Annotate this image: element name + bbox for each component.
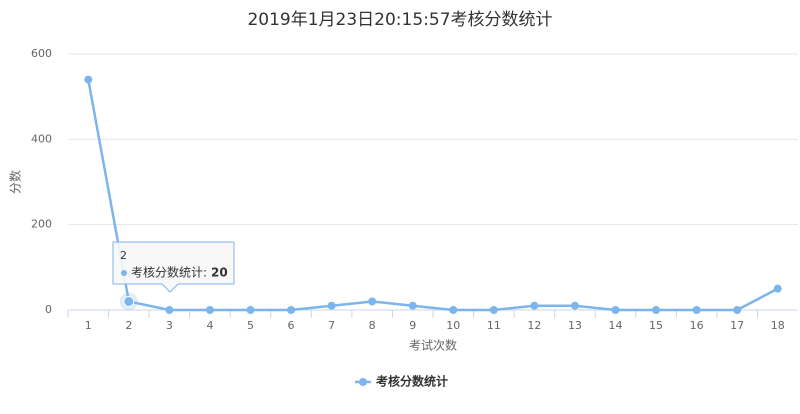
x-tick-label: 16 xyxy=(690,319,704,332)
data-point xyxy=(408,301,417,310)
x-tick-label: 9 xyxy=(409,319,416,332)
tooltip-box xyxy=(112,241,235,293)
x-tick-label: 12 xyxy=(527,319,541,332)
y-tick-label: 200 xyxy=(31,218,52,231)
data-point xyxy=(530,301,539,310)
x-tick-label: 11 xyxy=(487,319,501,332)
data-point xyxy=(287,306,296,314)
tooltip-value: 20 xyxy=(211,266,228,280)
data-point xyxy=(570,301,579,310)
legend-symbol xyxy=(359,378,367,386)
data-point xyxy=(368,297,377,306)
x-tick-label: 8 xyxy=(369,319,376,332)
data-point xyxy=(733,306,742,314)
x-tick-label: 2 xyxy=(125,319,132,332)
hover-point xyxy=(123,295,135,307)
tooltip-symbol xyxy=(121,270,127,276)
x-tick-label: 1 xyxy=(85,319,92,332)
x-tick-label: 3 xyxy=(166,319,173,332)
data-point xyxy=(327,301,336,310)
x-axis-label: 考试次数 xyxy=(409,338,457,353)
data-point xyxy=(652,306,661,314)
tooltip: 2 考核分数统计: 20 xyxy=(112,241,235,293)
y-axis-label: 分数 xyxy=(8,170,23,194)
x-tick-label: 18 xyxy=(771,319,785,332)
data-point xyxy=(773,284,782,293)
x-tick-label: 15 xyxy=(649,319,663,332)
data-point xyxy=(611,306,620,314)
x-tick-label: 4 xyxy=(206,319,213,332)
data-point xyxy=(246,306,255,314)
x-tick-label: 5 xyxy=(247,319,254,332)
x-tick-label: 6 xyxy=(288,319,295,332)
chart-title: 2019年1月23日20:15:57考核分数统计 xyxy=(247,10,552,30)
series-line xyxy=(87,79,779,312)
data-point xyxy=(84,75,93,84)
legend-label: 考核分数统计 xyxy=(376,374,448,389)
data-point xyxy=(165,306,174,314)
legend: 考核分数统计 xyxy=(355,374,448,389)
y-tick-label: 0 xyxy=(45,303,52,316)
data-point xyxy=(489,306,498,314)
x-tick-label: 17 xyxy=(730,319,744,332)
data-point xyxy=(692,306,701,314)
data-point xyxy=(205,306,214,314)
x-tick-label: 7 xyxy=(328,319,335,332)
tooltip-label: 考核分数统计: xyxy=(131,265,207,280)
x-tick-label: 14 xyxy=(609,319,623,332)
y-tick-label: 600 xyxy=(31,47,52,60)
data-point xyxy=(449,306,458,314)
x-tick-label: 10 xyxy=(446,319,460,332)
tooltip-title: 2 xyxy=(120,249,127,262)
x-tick-label: 13 xyxy=(568,319,582,332)
y-tick-label: 400 xyxy=(31,132,52,145)
